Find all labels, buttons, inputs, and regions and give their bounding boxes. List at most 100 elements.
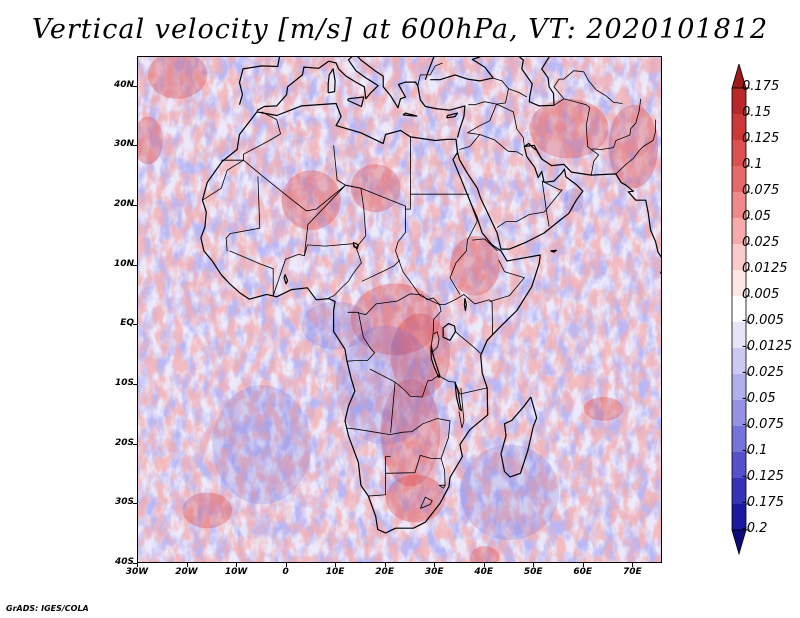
country-border — [358, 293, 423, 316]
lat-tick-mark — [133, 85, 137, 87]
colorbar-segment — [732, 218, 746, 245]
lon-tick-label: 70E — [622, 567, 642, 577]
colorbar-segment — [732, 400, 746, 427]
lat-tick-mark — [133, 443, 137, 445]
colorbar-label: 0.0125 — [742, 261, 788, 276]
colorbar-label: -0.005 — [742, 313, 784, 328]
ascent-region — [469, 546, 500, 562]
country-border — [468, 77, 509, 106]
colorbar-segment — [732, 348, 746, 375]
colorbar-label: 0.15 — [742, 105, 771, 120]
country-border — [449, 194, 478, 295]
country-border — [437, 374, 487, 395]
country-border — [496, 211, 545, 228]
mediterranean-north — [238, 57, 281, 105]
lon-tick-mark — [285, 563, 287, 567]
lat-tick-mark — [133, 324, 137, 326]
colorbar-segment — [732, 244, 746, 271]
map-panel — [137, 56, 662, 563]
colorbar — [731, 64, 750, 556]
lon-tick-mark — [186, 563, 188, 567]
colorbar-label: 0.125 — [742, 131, 780, 146]
colorbar-segment — [732, 322, 746, 349]
colorbar-segment — [732, 140, 746, 167]
map-title: Vertical velocity [m/s] at 600hPa, VT: 2… — [31, 14, 769, 45]
lat-tick-label: 40N — [113, 79, 134, 90]
lake-tanganyika — [430, 345, 441, 378]
lat-tick-label: 20N — [113, 199, 134, 210]
caspian-sea — [519, 57, 555, 107]
colorbar-label: 0.175 — [742, 79, 780, 94]
colorbar-segment — [732, 88, 746, 115]
ascent-region — [608, 104, 659, 189]
country-border — [472, 238, 498, 252]
colorbar-segment — [732, 374, 746, 401]
ascent-region — [350, 283, 441, 356]
ascent-region — [350, 164, 401, 213]
subsidence-region — [212, 385, 312, 505]
iberia-south — [256, 57, 379, 112]
country-border — [419, 496, 433, 509]
colorbar-label: -0.175 — [742, 495, 784, 510]
lake-volta — [283, 274, 289, 285]
country-border — [225, 176, 261, 252]
colorbar-segment — [732, 504, 746, 531]
lake-malawi — [454, 381, 462, 412]
country-border — [304, 184, 346, 256]
colorbar-label: -0.1 — [742, 443, 768, 458]
country-border — [590, 149, 600, 176]
lon-tick-label: 50E — [523, 567, 543, 577]
colorbar-segment — [732, 192, 746, 219]
lon-tick-label: 10W — [224, 567, 248, 577]
country-border — [438, 484, 446, 489]
ascent-region — [450, 236, 500, 296]
lon-tick-mark — [533, 563, 535, 567]
lon-tick-label: 30E — [424, 567, 444, 577]
country-border — [489, 259, 525, 302]
ascent-region — [390, 313, 450, 398]
lat-tick-label: 30S — [114, 497, 134, 508]
lat-tick-mark — [133, 503, 137, 505]
colorbar-segment — [732, 478, 746, 505]
country-border — [243, 159, 493, 336]
colorbar-label: 0.005 — [742, 287, 780, 302]
lon-tick-label: 10E — [325, 567, 345, 577]
country-border — [410, 136, 470, 195]
black-sea — [424, 57, 494, 82]
lon-tick-label: 30W — [125, 567, 149, 577]
country-border — [467, 103, 525, 147]
colorbar-segment — [732, 426, 746, 453]
country-border — [459, 132, 481, 150]
subsidence-region — [301, 301, 371, 350]
lon-tick-label: 20E — [375, 567, 394, 577]
lat-tick-mark — [133, 145, 137, 147]
country-border — [454, 330, 481, 354]
lon-tick-label: 40E — [474, 567, 494, 577]
lat-tick-label: 30N — [113, 139, 134, 150]
colorbar-label: 0.025 — [742, 235, 780, 250]
country-border — [479, 134, 524, 156]
colorbar-segment — [732, 452, 746, 479]
colorbar-label: -0.05 — [742, 391, 776, 406]
subsidence-region — [563, 188, 584, 213]
colorbar-label: -0.025 — [742, 365, 784, 380]
africa-coastline — [200, 102, 541, 534]
country-border — [405, 194, 411, 210]
country-border — [368, 473, 386, 497]
country-border — [422, 295, 442, 353]
ascent-region — [138, 116, 163, 165]
country-border — [394, 374, 440, 398]
arabia-coastline — [456, 144, 661, 258]
colorbar-segment — [732, 296, 746, 323]
country-border — [458, 387, 465, 429]
country-border — [541, 180, 563, 227]
country-borders — [202, 62, 656, 509]
lon-tick-mark — [384, 563, 386, 567]
country-border — [417, 62, 443, 86]
country-border — [229, 243, 362, 299]
lon-tick-mark — [483, 563, 485, 567]
sardinia-corsica — [327, 68, 336, 94]
lon-tick-label: 60E — [573, 567, 593, 577]
subsidence-region — [336, 325, 436, 445]
persian-gulf-north — [523, 142, 543, 160]
